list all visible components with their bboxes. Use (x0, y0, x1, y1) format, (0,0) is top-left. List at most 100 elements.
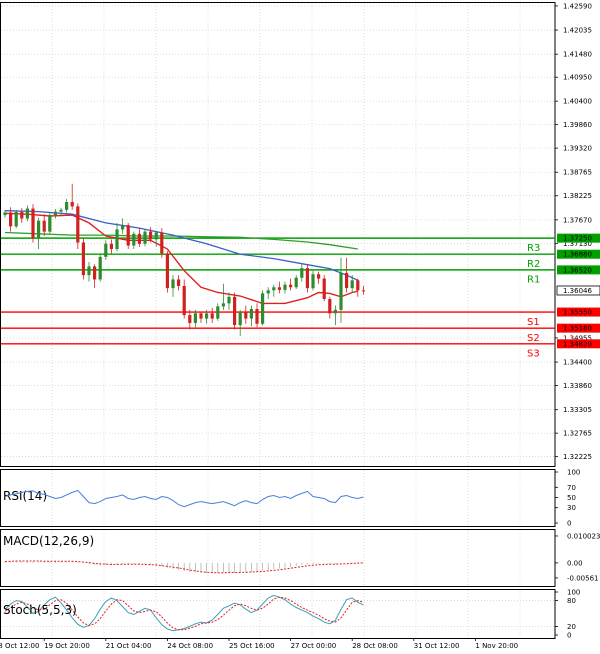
stoch-tick-label: 80 (567, 597, 576, 605)
price-tick-label: 1.33860 (563, 382, 592, 390)
price-tick-label: 1.32225 (563, 453, 592, 461)
candle-body (311, 274, 315, 289)
candle-body (177, 279, 181, 286)
stoch-title: Stoch(5,5,3) (3, 603, 77, 617)
moving-average-blue-line (4, 210, 359, 281)
macd-signal-line (4, 560, 364, 574)
candle-body (59, 209, 63, 212)
candle-body (98, 256, 102, 280)
candle-body (14, 212, 18, 227)
candle-body (317, 274, 321, 279)
candle-body (227, 296, 231, 304)
time-tick-label: 1 Nov 20:00 (475, 642, 518, 650)
candle-body (255, 309, 259, 324)
candle-body (132, 233, 136, 246)
candle-body (322, 278, 326, 300)
rsi-title: RSI(14) (3, 489, 47, 503)
candle-body (333, 309, 337, 314)
level-price-tag-s1 (557, 307, 600, 317)
level-name-r3: R3 (527, 243, 540, 254)
level-price-label-s3: 1.34820 (563, 340, 592, 348)
candle-body (272, 287, 276, 291)
candle-body (193, 313, 197, 323)
candle-body (294, 277, 298, 288)
candle-body (171, 279, 175, 289)
price-tick-label: 1.32765 (563, 430, 592, 438)
candle-body (20, 212, 24, 219)
level-price-label-r1: 1.36520 (563, 266, 592, 274)
candle-body (3, 212, 7, 216)
rsi-tick-label: 30 (567, 504, 576, 512)
candle-body (283, 284, 287, 290)
macd-tick-label: 0.00 (567, 559, 583, 567)
time-tick-label: 19 Oct 20:00 (44, 642, 90, 650)
level-price-tag-s3 (557, 339, 600, 349)
candle-body (356, 280, 360, 291)
candle-body (238, 312, 242, 326)
candle-body (205, 313, 209, 319)
price-tick-label: 1.38765 (563, 169, 592, 177)
candle-body (289, 284, 293, 288)
price-tick-label: 1.39320 (563, 145, 592, 153)
candle-body (143, 231, 147, 244)
candle-body (37, 220, 41, 239)
current-price-label: 1.36046 (563, 287, 592, 295)
candle-body (350, 280, 354, 289)
price-tick-label: 1.34400 (563, 359, 592, 367)
level-price-label-s2: 1.35180 (563, 325, 592, 333)
candle-body (210, 313, 214, 319)
price-tick-label: 1.38225 (563, 192, 592, 200)
price-tick-label: 1.42035 (563, 27, 592, 35)
candle-body (70, 202, 74, 207)
level-price-tag-r2 (557, 249, 600, 259)
candle-body (154, 232, 158, 240)
rsi-tick-label: 70 (567, 484, 576, 492)
price-tick-label: 1.40950 (563, 74, 592, 82)
candle-body (199, 313, 203, 319)
time-tick-label: 25 Oct 16:00 (229, 642, 275, 650)
time-tick-label: 18 Oct 12:00 (0, 642, 39, 650)
level-price-label-s1: 1.35550 (563, 309, 592, 317)
candle-body (104, 243, 108, 257)
candle-body (115, 229, 119, 250)
price-tick-label: 1.39860 (563, 121, 592, 129)
candle-body (160, 232, 164, 254)
candle-body (53, 211, 57, 216)
candle-body (249, 309, 253, 319)
candle-body (244, 312, 248, 319)
level-name-s2: S2 (527, 333, 540, 344)
stoch-k-line (4, 594, 364, 632)
candle-body (81, 242, 85, 276)
rsi-tick-label: 50 (567, 494, 576, 502)
level-name-r2: R2 (527, 259, 540, 270)
candle-body (9, 212, 13, 227)
price-tick-label: 1.40400 (563, 98, 592, 106)
candle-body (233, 296, 237, 326)
candle-body (305, 268, 309, 289)
candle-body (182, 285, 186, 316)
candle-body (65, 202, 69, 210)
level-price-label-r2: 1.36880 (563, 251, 592, 259)
stoch-tick-label: 100 (567, 589, 580, 597)
candle-body (87, 266, 91, 276)
level-price-tag-r1 (557, 265, 600, 275)
price-tick-label: 1.33305 (563, 406, 592, 414)
level-price-label-r3: 1.37250 (563, 235, 592, 243)
time-tick-label: 24 Oct 08:00 (167, 642, 213, 650)
price-tick-label: 1.41480 (563, 51, 592, 59)
candle-body (277, 287, 281, 290)
macd-tick-label: -0.00561 (567, 574, 598, 582)
candle-body (25, 208, 29, 219)
time-tick-label: 21 Oct 04:00 (106, 642, 152, 650)
moving-average-green-line (4, 231, 358, 250)
candle-body (261, 293, 265, 324)
price-tick-label: 1.42590 (563, 2, 592, 10)
candle-body (137, 233, 141, 244)
price-tick-label: 1.37130 (563, 240, 592, 248)
candle-body (126, 225, 130, 246)
candle-body (216, 306, 220, 319)
candle-body (149, 231, 153, 240)
macd-tick-label: 0.010023 (567, 532, 600, 540)
